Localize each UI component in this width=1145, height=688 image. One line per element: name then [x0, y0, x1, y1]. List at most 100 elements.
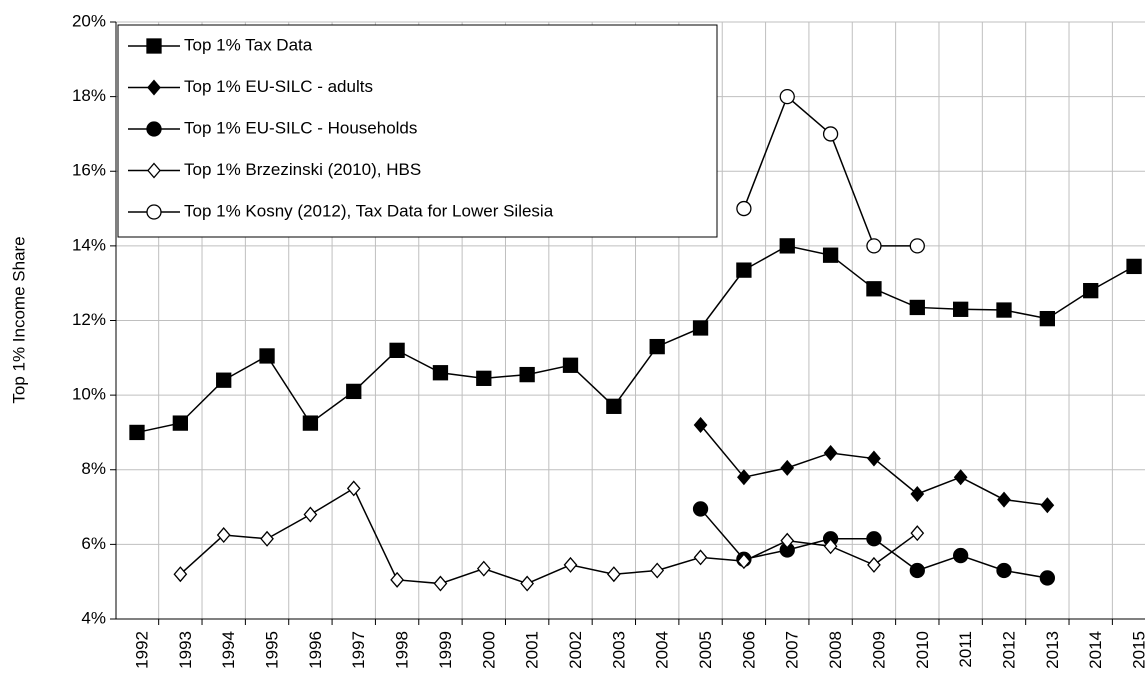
- y-tick-label: 16%: [72, 161, 106, 180]
- x-tick-label: 1996: [306, 631, 325, 669]
- marker: [910, 525, 925, 542]
- y-tick-label: 6%: [81, 534, 106, 553]
- marker: [997, 491, 1011, 508]
- marker: [1040, 497, 1055, 514]
- x-tick-label: 2007: [783, 631, 802, 669]
- marker: [1039, 310, 1055, 327]
- marker: [147, 79, 161, 96]
- marker: [779, 238, 795, 254]
- marker: [737, 553, 751, 570]
- x-tick-label: 2006: [739, 631, 758, 669]
- x-tick-label: 1998: [393, 631, 412, 669]
- marker: [146, 121, 162, 137]
- y-tick-label: 4%: [81, 608, 106, 627]
- marker: [866, 281, 882, 297]
- marker: [737, 469, 751, 486]
- y-tick-label: 8%: [81, 459, 106, 478]
- x-tick-label: 1992: [132, 631, 151, 669]
- marker: [823, 444, 838, 461]
- marker: [692, 501, 709, 517]
- marker: [822, 247, 839, 263]
- marker: [1126, 258, 1142, 275]
- x-tick-label: 2011: [956, 631, 975, 668]
- legend: Top 1% Tax Data Top 1% EU-SILC - adults To…: [117, 24, 718, 238]
- x-tick-label: 2004: [653, 631, 672, 669]
- marker: [606, 398, 622, 414]
- marker: [953, 547, 969, 564]
- marker: [519, 366, 535, 383]
- marker: [866, 531, 882, 547]
- marker: [779, 88, 795, 105]
- marker: [736, 200, 752, 217]
- y-axis-label: Top 1% Income Share: [9, 236, 28, 403]
- marker: [822, 126, 839, 142]
- marker: [1083, 282, 1099, 299]
- marker: [476, 560, 491, 577]
- marker: [780, 532, 795, 549]
- x-tick-label: 1993: [176, 631, 195, 669]
- marker: [390, 571, 404, 588]
- marker: [693, 549, 708, 566]
- y-tick-label: 12%: [72, 310, 106, 329]
- marker: [650, 562, 665, 579]
- marker: [147, 162, 161, 179]
- marker: [129, 424, 145, 441]
- marker: [476, 370, 492, 386]
- legend-label: Top 1% Tax Data: [184, 35, 313, 54]
- legend-label: Top 1% Brzezinski (2010), HBS: [184, 160, 421, 179]
- x-tick-label: 2010: [913, 631, 932, 669]
- marker: [736, 262, 752, 278]
- marker: [649, 338, 665, 355]
- marker: [866, 238, 882, 254]
- x-tick-label: 2008: [826, 631, 845, 669]
- y-tick-label: 20%: [72, 11, 106, 30]
- marker: [692, 320, 709, 336]
- marker: [520, 575, 535, 592]
- marker: [562, 357, 579, 373]
- legend-label: Top 1% Kosny (2012), Tax Data for Lower …: [184, 201, 554, 220]
- legend-label: Top 1% EU-SILC - Households: [184, 118, 417, 137]
- marker: [867, 450, 881, 467]
- marker: [216, 527, 231, 544]
- x-tick-label: 2003: [609, 631, 628, 669]
- marker: [389, 342, 405, 359]
- marker: [216, 372, 232, 388]
- marker: [693, 416, 708, 433]
- marker: [953, 469, 968, 486]
- x-tick-label: 2014: [1086, 631, 1105, 669]
- legend-box: [117, 24, 718, 238]
- x-tick-label: 2005: [696, 631, 715, 669]
- x-tick-label: 2002: [566, 631, 585, 669]
- x-tick-label: 2015: [1130, 631, 1145, 669]
- marker: [909, 299, 925, 316]
- x-tick-label: 2013: [1043, 631, 1062, 669]
- x-tick-label: 2000: [479, 631, 498, 669]
- y-tick-label: 10%: [72, 385, 106, 404]
- marker: [996, 562, 1012, 579]
- marker: [433, 575, 448, 592]
- x-tick-label: 2012: [999, 631, 1018, 669]
- marker: [996, 302, 1012, 318]
- marker: [953, 301, 969, 317]
- marker: [823, 538, 838, 555]
- marker: [260, 530, 274, 547]
- x-tick-label: 1999: [436, 631, 455, 669]
- marker: [606, 566, 621, 583]
- legend-label: Top 1% EU-SILC - adults: [184, 77, 373, 96]
- marker: [303, 506, 318, 523]
- marker: [173, 566, 188, 583]
- marker: [346, 383, 362, 400]
- marker: [909, 238, 925, 254]
- marker: [259, 348, 275, 364]
- marker: [302, 415, 319, 431]
- series-line: [179, 487, 918, 585]
- marker: [563, 556, 578, 573]
- x-tick-label: 1995: [263, 631, 282, 669]
- x-tick-label: 2001: [523, 631, 542, 669]
- marker: [146, 38, 162, 54]
- marker: [867, 556, 881, 573]
- marker: [909, 562, 925, 579]
- marker: [432, 365, 449, 381]
- marker: [346, 480, 361, 497]
